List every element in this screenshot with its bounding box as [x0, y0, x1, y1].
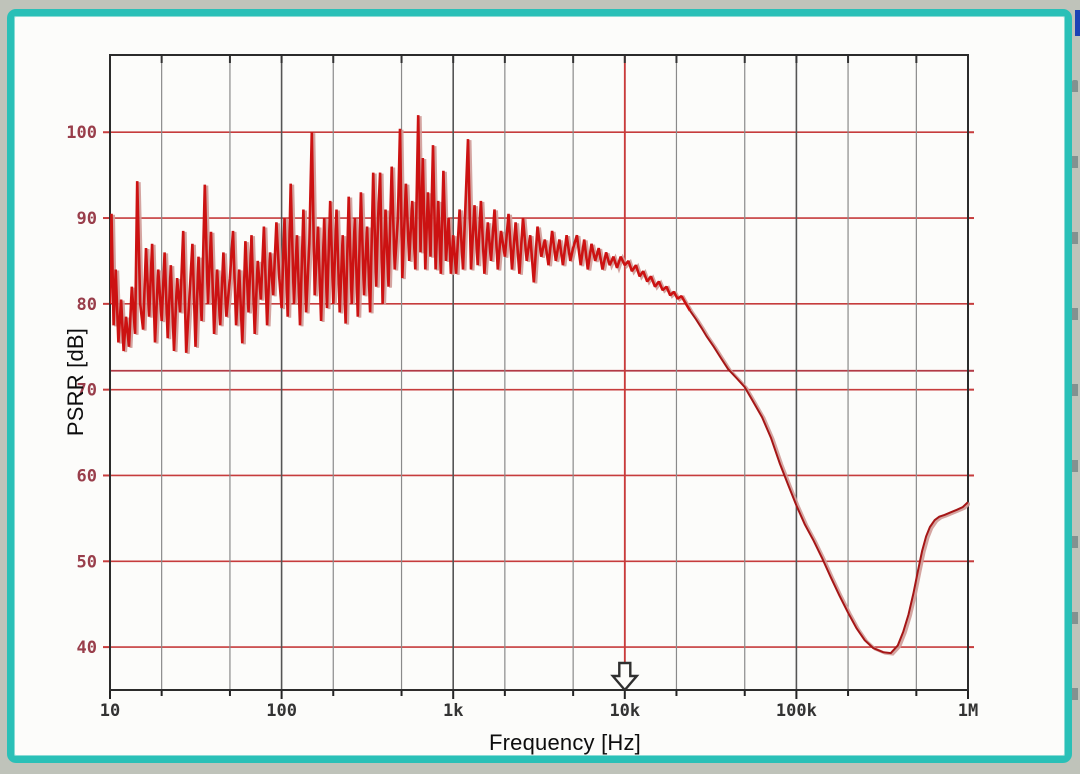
x-tick-label-10: 10 — [100, 701, 120, 721]
psrr-trace-shadow — [112, 116, 970, 656]
y-tick-label-80: 80 — [77, 295, 97, 315]
x-tick-label-100k: 100k — [776, 701, 817, 721]
plot-frame — [109, 54, 969, 691]
x-tick-label-10k: 10k — [609, 701, 640, 721]
x-tick-label-1k: 1k — [443, 701, 463, 721]
psrr-trace-rolloff — [689, 310, 968, 655]
cursor-arrow-10k[interactable] — [610, 661, 640, 692]
edge-blue-sliver — [1075, 10, 1080, 36]
x-tick-label-1M: 1M — [958, 701, 978, 721]
x-tick-label-100: 100 — [266, 701, 297, 721]
x-axis-title: Frequency [Hz] — [489, 730, 641, 755]
psrr-trace-noisy — [110, 115, 692, 353]
y-tick-label-70: 70 — [77, 381, 97, 401]
y-axis-title: PSRR [dB] — [63, 327, 88, 437]
y-tick-label-50: 50 — [77, 552, 97, 572]
y-tick-label-60: 60 — [77, 466, 97, 486]
plot-panel — [7, 9, 1072, 763]
y-tick-label-100: 100 — [66, 123, 97, 143]
right-edge-notches — [1072, 80, 1078, 704]
y-tick-label-40: 40 — [77, 638, 97, 658]
y-tick-label-90: 90 — [77, 209, 97, 229]
